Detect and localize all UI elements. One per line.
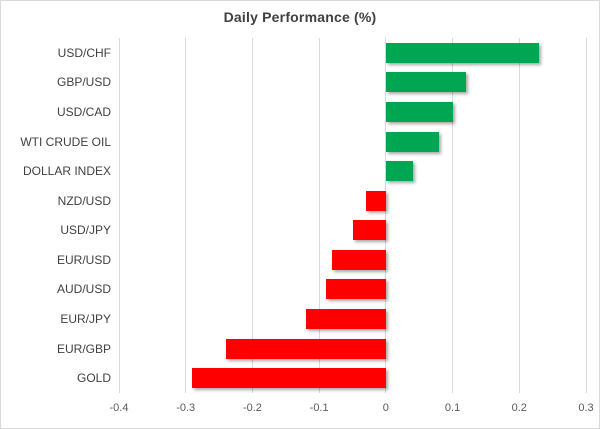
xtick-label-0.3: 0.3 (578, 402, 594, 414)
bar-dollar-index (385, 161, 413, 182)
bar-gbp-usd (385, 72, 466, 93)
category-label-usd-cad: USD/CAD (56, 104, 111, 119)
bar-usd-cad (385, 101, 453, 122)
bar-nzd-usd (365, 190, 386, 211)
bar-gold (192, 368, 386, 389)
xtick-label-0: 0 (382, 402, 389, 414)
plot-area (118, 38, 587, 393)
category-label-usd-chf: USD/CHF (57, 45, 111, 60)
category-label-gbp-usd: GBP/USD (56, 75, 111, 90)
bar-eur-jpy (305, 309, 386, 330)
gridline-0.3 (585, 38, 587, 393)
gridline--0.2 (251, 38, 253, 393)
category-label-aud-usd: AUD/USD (56, 282, 111, 297)
xtick-label-0.2: 0.2 (511, 402, 527, 414)
category-label-nzd-usd: NZD/USD (57, 193, 111, 208)
gridline-0.2 (518, 38, 520, 393)
category-label-wti-crude-oil: WTI CRUDE OIL (20, 134, 111, 149)
category-label-eur-gbp: EUR/GBP (56, 341, 111, 356)
xtick-label--0.2: -0.2 (242, 402, 262, 414)
bar-wti-crude-oil (385, 131, 440, 152)
category-label-usd-jpy: USD/JPY (60, 223, 111, 238)
category-label-eur-usd: EUR/USD (56, 252, 111, 267)
category-label-dollar-index: DOLLAR INDEX (22, 164, 111, 179)
xtick-label-0.1: 0.1 (444, 402, 461, 414)
chart-title: Daily Performance (%) (223, 9, 377, 25)
gridline-0.1 (452, 38, 454, 393)
category-label-eur-jpy: EUR/JPY (60, 312, 111, 327)
bar-usd-jpy (352, 220, 386, 241)
category-label-gold: GOLD (76, 371, 111, 386)
gridline-0 (385, 38, 387, 393)
xtick-label--0.3: -0.3 (176, 402, 196, 414)
xtick-label--0.1: -0.1 (309, 402, 329, 414)
bar-eur-usd (332, 249, 386, 270)
gridline--0.4 (118, 38, 120, 393)
bar-usd-chf (385, 42, 540, 63)
bar-aud-usd (325, 279, 386, 300)
bar-eur-gbp (225, 338, 386, 359)
gridline--0.3 (185, 38, 187, 393)
gridline--0.1 (318, 38, 320, 393)
xtick-label--0.4: -0.4 (109, 402, 129, 414)
